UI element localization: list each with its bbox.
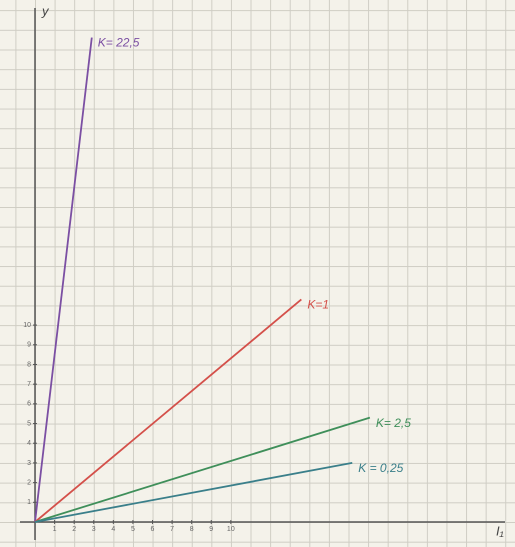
y-tick-label: 1	[27, 499, 31, 506]
x-tick-label: 2	[72, 526, 76, 533]
x-tick-label: 10	[227, 526, 235, 533]
y-tick-label: 4	[27, 440, 31, 447]
x-tick-label: 3	[92, 526, 96, 533]
y-tick-label: 10	[23, 322, 31, 329]
y-tick-label: 2	[27, 479, 31, 486]
x-tick-label: 9	[209, 526, 213, 533]
x-tick-label: 5	[131, 526, 135, 533]
x-axis-label: I₁	[496, 523, 504, 538]
x-tick-label: 4	[111, 526, 115, 533]
series-label: K = 0,25	[358, 461, 403, 475]
page: {"chart_data": {"type": "line", "x_label…	[0, 0, 515, 547]
x-tick-label: 8	[190, 526, 194, 533]
y-tick-label: 5	[27, 420, 31, 427]
y-tick-label: 6	[27, 401, 31, 408]
y-tick-label: 8	[27, 361, 31, 368]
y-tick-label: 7	[27, 381, 31, 388]
series-label: K= 2,5	[376, 416, 411, 430]
series-label: K=1	[307, 298, 329, 312]
chart: y I₁ 1 2 3 4 5 6 7 8 9 10 1 2 3 4 5 6 7 8 9 10 K= 22,5 K=1 K= …	[0, 0, 515, 547]
y-tick-label: 3	[27, 460, 31, 467]
series-line	[35, 38, 92, 522]
x-tick-label: 7	[170, 526, 174, 533]
y-tick-label: 9	[27, 342, 31, 349]
series-label: K= 22,5	[98, 36, 140, 50]
series-line	[35, 299, 301, 522]
y-axis-label: y	[41, 3, 50, 18]
x-tick-label: 6	[151, 526, 155, 533]
x-tick-label: 1	[53, 526, 57, 533]
